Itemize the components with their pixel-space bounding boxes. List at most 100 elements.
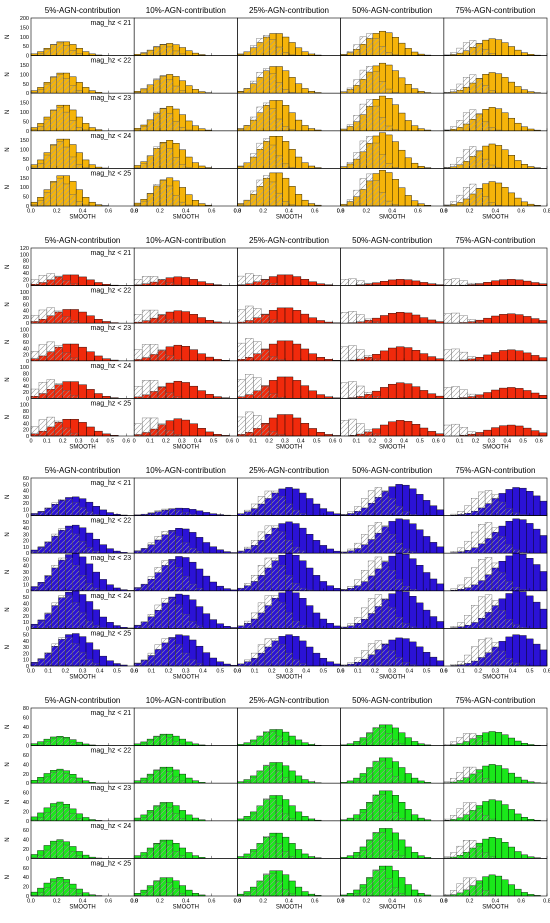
- reference-bar: [243, 818, 251, 821]
- reference-bar: [268, 356, 278, 361]
- reference-bar: [498, 650, 506, 667]
- y-tick-label: 100: [20, 365, 29, 371]
- reference-bar: [250, 116, 257, 131]
- reference-bar: [359, 140, 367, 169]
- reference-bar: [179, 855, 186, 859]
- reference-bar: [269, 108, 277, 131]
- histogram-bar: [86, 315, 95, 324]
- reference-bar: [244, 509, 252, 516]
- y-tick-label: 60: [23, 715, 29, 721]
- reference-bar: [261, 386, 270, 399]
- histogram-panel: [443, 55, 548, 94]
- reference-bar: [367, 598, 376, 629]
- x-tick-label: 0.6: [311, 899, 319, 905]
- reference-bar: [374, 522, 383, 554]
- y-tick-label: 80: [23, 371, 29, 377]
- reference-bar: [275, 192, 283, 207]
- reference-bar: [471, 567, 479, 591]
- reference-bar: [292, 546, 300, 554]
- histogram-bar: [417, 165, 425, 169]
- reference-bar: [263, 836, 270, 859]
- reference-bar: [372, 869, 380, 897]
- histogram-bar: [539, 571, 548, 591]
- reference-bar: [269, 764, 277, 784]
- y-tick-label: 120: [20, 246, 29, 252]
- reference-bar: [361, 607, 369, 629]
- reference-bar: [189, 583, 197, 591]
- reference-bar: [512, 662, 520, 667]
- y-tick-label: 30: [23, 532, 29, 538]
- reference-bar: [347, 662, 355, 667]
- histogram-bar: [495, 145, 503, 169]
- reference-bar: [385, 52, 393, 56]
- histogram-bar: [300, 279, 310, 286]
- reference-bar: [65, 637, 73, 667]
- histogram-panel: [443, 515, 548, 554]
- histogram-bar: [333, 550, 341, 554]
- y-tick-label: 20: [23, 772, 29, 778]
- histogram-bar: [192, 52, 199, 56]
- histogram-panel: [237, 130, 341, 169]
- histogram-bar: [189, 349, 198, 362]
- x-tick-label: 0.6: [234, 669, 242, 675]
- x-axis-label: SMOOTH: [173, 905, 199, 911]
- histogram-bar: [409, 641, 417, 667]
- histogram-bar: [192, 125, 199, 132]
- reference-bar: [443, 349, 452, 361]
- reference-bar: [459, 427, 468, 437]
- histogram-bar: [411, 125, 419, 131]
- reference-bar: [165, 392, 175, 399]
- reference-bar: [256, 880, 264, 897]
- histogram-bar: [301, 162, 309, 169]
- reference-bar: [72, 565, 80, 591]
- reference-bar: [63, 78, 70, 94]
- reference-bar: [278, 496, 286, 516]
- y-tick-label: 0: [26, 284, 29, 290]
- histogram-bar: [284, 340, 294, 361]
- x-tick-label: 0.6: [329, 439, 337, 445]
- reference-bar: [388, 607, 396, 629]
- reference-bar: [168, 531, 176, 554]
- reference-bar: [141, 276, 151, 286]
- histogram-bar: [514, 740, 522, 746]
- reference-bar: [85, 583, 94, 591]
- reference-bar: [141, 417, 151, 437]
- histogram-bar: [326, 585, 334, 591]
- histogram-bar: [189, 279, 198, 286]
- histogram-bar: [526, 491, 534, 516]
- histogram-panel: [237, 858, 341, 897]
- y-tick-label: 100: [20, 35, 29, 41]
- x-tick-label: 0: [339, 439, 342, 445]
- reference-bar: [482, 778, 490, 784]
- x-tick-label: 0.2: [268, 669, 276, 675]
- histogram-bar: [195, 510, 204, 516]
- x-tick-label: 0.8: [543, 899, 550, 905]
- reference-bar: [253, 341, 262, 361]
- reference-bar: [244, 546, 252, 554]
- reference-bar: [253, 308, 262, 324]
- reference-bar: [72, 533, 80, 554]
- reference-bar: [154, 644, 162, 667]
- reference-bar: [359, 739, 367, 746]
- reference-bar: [134, 625, 142, 629]
- reference-bar: [505, 619, 513, 629]
- reference-bar: [456, 83, 464, 94]
- histogram-bar: [195, 645, 204, 667]
- histogram-bar: [308, 165, 316, 169]
- histogram-panel: [443, 590, 548, 629]
- histogram-bar: [276, 414, 286, 437]
- reference-bar: [175, 510, 183, 516]
- reference-bar: [263, 731, 270, 746]
- histogram-bar: [181, 311, 190, 324]
- reference-bar: [464, 615, 472, 629]
- y-tick-label: 40: [23, 639, 29, 645]
- histogram-bar: [512, 590, 520, 629]
- histogram-bar: [99, 579, 107, 591]
- x-tick-label: 0.0: [234, 899, 242, 905]
- column-title: 75%-AGN-contribution: [455, 236, 535, 245]
- reference-bar: [443, 387, 452, 399]
- reference-bar: [366, 33, 374, 56]
- x-tick-label: 0.6: [337, 669, 345, 675]
- histogram-bar: [197, 317, 206, 324]
- reference-bar: [37, 659, 45, 667]
